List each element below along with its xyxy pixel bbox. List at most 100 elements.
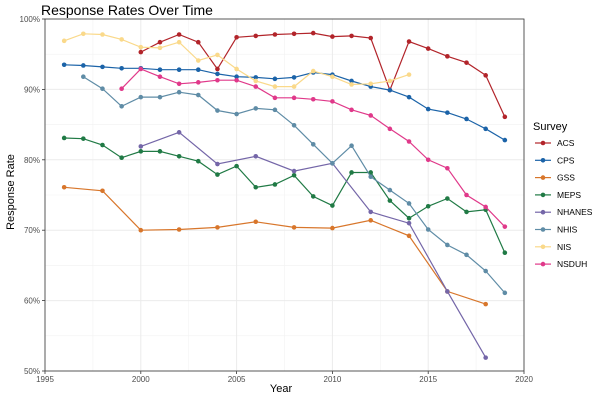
data-point-nhis xyxy=(502,290,508,296)
data-point-nhanes xyxy=(483,355,488,360)
legend-item-nis: NIS xyxy=(535,242,572,252)
legend-label: NIS xyxy=(557,242,572,252)
data-point-nhis xyxy=(253,106,259,111)
data-point-meps xyxy=(406,215,412,221)
series-nhanes xyxy=(138,130,488,360)
data-point-nsduh xyxy=(310,96,316,102)
data-point-nhis xyxy=(291,123,297,128)
data-point-nhis xyxy=(330,161,335,166)
data-point-cps xyxy=(157,67,163,72)
data-point-nis xyxy=(215,52,220,58)
data-point-nhanes xyxy=(176,130,182,135)
legend: Survey ACS CPS GSS MEPS NHANES NHIS NIS NSDUH xyxy=(533,121,593,269)
data-point-nsduh xyxy=(368,113,374,118)
data-point-meps xyxy=(349,170,354,175)
series-line-gss xyxy=(64,186,486,305)
data-point-acs xyxy=(445,54,450,59)
y-tick-label: 70% xyxy=(24,226,40,235)
y-axis-title: Response Rate xyxy=(5,154,17,230)
legend-label: MEPS xyxy=(557,190,581,200)
legend-key-point xyxy=(540,244,546,250)
data-point-gss xyxy=(483,301,488,307)
data-point-acs xyxy=(425,46,431,51)
data-point-nsduh xyxy=(445,165,450,171)
data-point-nis xyxy=(61,38,67,44)
legend-item-nhis: NHIS xyxy=(535,225,578,235)
data-point-nis xyxy=(81,31,86,37)
data-point-meps xyxy=(445,196,450,201)
data-point-gss xyxy=(368,218,374,223)
data-point-nis xyxy=(157,45,163,51)
data-point-meps xyxy=(157,149,163,154)
data-point-cps xyxy=(406,94,412,100)
data-point-gss xyxy=(215,225,220,230)
data-point-cps xyxy=(119,65,124,71)
data-point-meps xyxy=(176,153,182,159)
data-point-cps xyxy=(445,110,450,115)
series-nsduh xyxy=(119,66,508,229)
data-point-gss xyxy=(330,225,335,231)
y-tick-label: 60% xyxy=(24,297,40,306)
data-point-nis xyxy=(234,66,239,72)
data-point-nhis xyxy=(215,108,220,113)
data-point-nhis xyxy=(272,107,278,113)
data-point-nhanes xyxy=(368,209,374,215)
data-point-nis xyxy=(349,82,354,87)
legend-key-point xyxy=(540,227,546,232)
data-point-gss xyxy=(406,233,412,239)
series-line-nhanes xyxy=(140,131,487,358)
data-point-cps xyxy=(215,71,220,77)
data-point-cps xyxy=(425,106,431,112)
series-line-meps xyxy=(64,137,506,253)
data-point-nis xyxy=(330,74,335,80)
legend-item-nhanes: NHANES xyxy=(535,207,593,217)
legend-title: Survey xyxy=(533,121,568,133)
data-point-nis xyxy=(272,84,278,89)
data-point-nsduh xyxy=(272,95,278,101)
x-tick-label: 2020 xyxy=(515,375,533,384)
data-point-meps xyxy=(502,250,508,256)
data-point-meps xyxy=(215,172,220,177)
data-point-nis xyxy=(368,81,374,87)
data-point-gss xyxy=(176,227,182,232)
data-point-meps xyxy=(425,203,431,209)
y-tick-label: 100% xyxy=(20,15,40,24)
data-point-acs xyxy=(234,35,239,40)
chart-title: Response Rates Over Time xyxy=(41,2,213,18)
legend-item-cps: CPS xyxy=(535,155,575,165)
x-tick-label: 1995 xyxy=(36,375,54,384)
data-point-nis xyxy=(291,84,297,89)
legend-label: CPS xyxy=(557,155,575,165)
data-point-nis xyxy=(100,32,105,37)
data-point-meps xyxy=(195,158,201,164)
data-point-nis xyxy=(119,37,124,42)
data-point-acs xyxy=(349,33,354,39)
series-acs xyxy=(138,30,508,120)
data-point-nis xyxy=(195,58,201,63)
data-point-acs xyxy=(502,114,508,120)
data-point-nhis xyxy=(234,111,239,117)
data-point-nis xyxy=(310,68,316,74)
data-point-nsduh xyxy=(483,204,488,210)
data-point-nsduh xyxy=(330,99,335,104)
data-point-nsduh xyxy=(215,77,220,83)
legend-label: NHIS xyxy=(557,225,578,235)
data-point-gss xyxy=(291,225,297,230)
data-point-meps xyxy=(234,163,239,169)
data-point-nsduh xyxy=(157,74,163,80)
data-point-cps xyxy=(291,75,297,80)
series-meps xyxy=(61,135,508,256)
data-point-nis xyxy=(387,78,393,84)
data-point-acs xyxy=(157,39,163,45)
data-point-nhis xyxy=(349,143,354,149)
data-point-meps xyxy=(61,135,67,141)
data-point-meps xyxy=(464,209,469,215)
data-point-nhis xyxy=(119,103,124,109)
legend-key-point xyxy=(540,209,546,215)
data-point-nhis xyxy=(310,142,316,147)
data-point-acs xyxy=(215,66,220,72)
data-point-nsduh xyxy=(253,84,259,89)
x-tick-label: 2005 xyxy=(228,375,246,384)
data-point-cps xyxy=(464,116,469,122)
